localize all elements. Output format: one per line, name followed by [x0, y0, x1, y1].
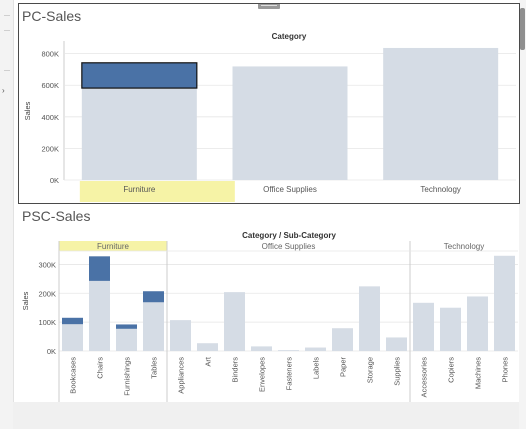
psc-x-tick-label[interactable]: Binders	[231, 357, 240, 383]
pc-x-tick-label[interactable]: Furniture	[123, 185, 156, 194]
psc-bar[interactable]	[197, 343, 218, 351]
psc-bar[interactable]	[386, 337, 407, 351]
pc-sales-worksheet[interactable]: PC-Sales Category Sales 0K 200K 400K 600K 800K…	[18, 3, 520, 204]
psc-bar-selected-segment[interactable]	[143, 291, 164, 303]
psc-bar[interactable]	[413, 302, 434, 351]
psc-bar[interactable]	[359, 286, 380, 351]
pc-x-tick-label[interactable]: Technology	[420, 185, 460, 194]
pc-bar-selected-segment[interactable]	[81, 62, 198, 89]
pc-sales-title: PC-Sales	[22, 8, 82, 24]
psc-x-tick-label[interactable]: Envelopes	[258, 357, 267, 392]
pc-y-axis-label: Sales	[23, 101, 32, 120]
pc-chart-header: Category	[272, 32, 307, 41]
pc-y-tick-label: 400K	[41, 113, 59, 122]
psc-bar[interactable]	[224, 292, 245, 351]
left-side-panel: ›	[0, 0, 14, 429]
psc-bar-selected-segment[interactable]	[89, 256, 110, 281]
psc-bar[interactable]	[467, 296, 488, 351]
psc-x-tick-label[interactable]: Machines	[474, 357, 483, 389]
psc-x-tick-label[interactable]: Bookcases	[69, 357, 78, 394]
psc-x-tick-label[interactable]: Art	[204, 356, 213, 367]
psc-x-tick-label[interactable]: Fasteners	[285, 357, 294, 391]
psc-bar-selected-segment[interactable]	[62, 317, 83, 325]
psc-bar[interactable]	[116, 324, 137, 351]
psc-sales-title: PSC-Sales	[22, 208, 91, 224]
pc-bar[interactable]	[232, 66, 348, 180]
collapse-arrow-icon[interactable]: ›	[2, 86, 5, 95]
psc-bar-selected-segment[interactable]	[116, 324, 137, 329]
psc-bar[interactable]	[278, 350, 299, 351]
psc-bar[interactable]	[440, 307, 461, 351]
psc-bar[interactable]	[143, 291, 164, 351]
psc-bar[interactable]	[494, 255, 515, 351]
psc-x-tick-label[interactable]: Paper	[339, 356, 348, 377]
pc-y-tick-label: 200K	[41, 144, 59, 153]
psc-group-label[interactable]: Furniture	[97, 242, 130, 251]
psc-bar[interactable]	[170, 320, 191, 351]
psc-bar[interactable]	[332, 328, 353, 351]
panel-divider	[4, 70, 10, 71]
scrollbar-thumb[interactable]	[520, 8, 525, 50]
psc-x-tick-label[interactable]: Supplies	[393, 357, 402, 386]
psc-bar[interactable]	[251, 346, 272, 351]
psc-group-label[interactable]: Office Supplies	[262, 242, 316, 251]
psc-y-tick-label: 200K	[38, 289, 56, 298]
pc-bar[interactable]	[383, 47, 499, 181]
psc-x-tick-label[interactable]: Furnishings	[123, 357, 132, 396]
psc-x-tick-label[interactable]: Chairs	[96, 357, 105, 379]
psc-x-tick-label[interactable]: Accessories	[420, 357, 429, 398]
psc-y-axis-label: Sales	[21, 291, 30, 310]
pc-y-tick-label: 0K	[50, 176, 59, 185]
pc-y-tick-label: 800K	[41, 50, 59, 59]
panel-divider	[4, 15, 10, 16]
psc-x-tick-label[interactable]: Labels	[312, 357, 321, 379]
psc-x-tick-label[interactable]: Storage	[366, 357, 375, 383]
dashboard-footer	[13, 402, 519, 429]
drag-handle-icon[interactable]	[258, 3, 280, 9]
psc-y-tick-label: 0K	[47, 347, 56, 356]
psc-x-tick-label[interactable]: Phones	[501, 357, 510, 383]
panel-divider	[4, 30, 10, 31]
psc-bar[interactable]	[62, 317, 83, 351]
psc-group-highlight	[59, 241, 167, 251]
psc-y-tick-label: 300K	[38, 260, 56, 269]
psc-group-label[interactable]: Technology	[444, 242, 484, 251]
psc-bar[interactable]	[305, 347, 326, 351]
psc-chart-header: Category / Sub-Category	[242, 231, 336, 240]
psc-x-tick-label[interactable]: Appliances	[177, 357, 186, 394]
vertical-scrollbar[interactable]	[519, 0, 526, 429]
psc-x-tick-label[interactable]: Tables	[150, 357, 159, 379]
pc-x-tick-label[interactable]: Office Supplies	[263, 185, 317, 194]
psc-x-tick-label[interactable]: Copiers	[447, 357, 456, 383]
pc-category-highlight	[79, 181, 235, 202]
psc-sales-chart[interactable]: Category / Sub-Category Sales 0K 100K 200K 30…	[18, 206, 520, 402]
psc-y-tick-label: 100K	[38, 318, 56, 327]
psc-sales-worksheet[interactable]: PSC-Sales Category / Sub-Category Sales 0K…	[18, 206, 520, 402]
pc-y-tick-label: 600K	[41, 81, 59, 90]
pc-sales-chart[interactable]: Category Sales 0K 200K 400K 600K 800K Furniture…	[19, 4, 519, 203]
